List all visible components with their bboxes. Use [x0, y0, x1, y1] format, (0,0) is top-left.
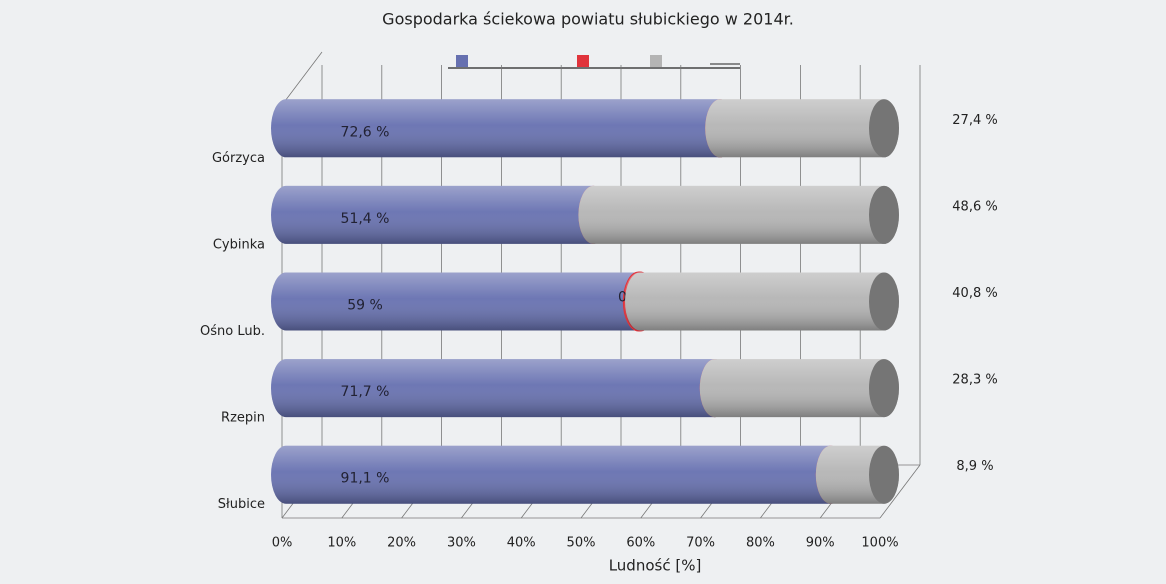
bar-cap — [869, 445, 899, 504]
legend-swatch — [577, 55, 589, 67]
bar-segment — [815, 445, 899, 504]
y-tick-label: Słubice — [218, 497, 265, 512]
bar-segment — [578, 185, 899, 244]
data-label: 72,6 % — [341, 124, 390, 140]
x-tick-label: 90% — [806, 536, 835, 551]
bar-cap-shade — [869, 359, 899, 418]
data-label: 27,4 % — [952, 113, 997, 128]
x-tick-label: 10% — [327, 536, 356, 551]
x-tick-label: 60% — [626, 536, 655, 551]
bar-cap — [869, 185, 899, 244]
legend-swatch — [456, 55, 468, 67]
bar-segment — [705, 99, 900, 158]
bar-segment — [271, 99, 736, 158]
grid-line — [879, 464, 921, 519]
data-label: 8,9 % — [956, 459, 993, 474]
bar-cap-shade — [869, 185, 899, 244]
y-tick-label: Górzyca — [212, 151, 265, 166]
bar-cap-shade — [869, 99, 899, 158]
x-tick-label: 70% — [686, 536, 715, 551]
bar-cap — [869, 272, 899, 331]
bar-segment — [625, 272, 900, 331]
data-label: 28,3 % — [952, 373, 997, 388]
x-axis-label: Ludność [%] — [609, 557, 702, 575]
x-tick-label: 40% — [507, 536, 536, 551]
bar-shade — [271, 272, 654, 331]
data-label: 40,8 % — [952, 286, 997, 301]
bar-segment — [271, 185, 609, 244]
bar-segment — [699, 359, 900, 418]
bar-cap — [869, 99, 899, 158]
data-label: 59 % — [347, 298, 383, 314]
x-tick-label: 20% — [387, 536, 416, 551]
y-tick-label: Rzepin — [221, 411, 265, 426]
x-tick-label: 0% — [272, 536, 293, 551]
data-label: 51,4 % — [341, 211, 390, 227]
bar-shade — [271, 99, 736, 158]
bar-cap — [869, 359, 899, 418]
bar-segment — [271, 445, 846, 504]
bar-cap-shade — [869, 272, 899, 331]
x-tick-label: 50% — [567, 536, 596, 551]
bar-shade — [705, 99, 900, 158]
x-tick-label: 30% — [447, 536, 476, 551]
data-label: 48,6 % — [952, 199, 997, 214]
bar-shade — [271, 185, 609, 244]
bar-shade — [625, 272, 900, 331]
x-tick-label: 80% — [746, 536, 775, 551]
axis-line — [281, 51, 323, 106]
data-label: 71,7 % — [341, 384, 390, 400]
y-tick-label: Cybinka — [213, 237, 265, 252]
legend-swatch — [650, 55, 662, 67]
bar-shade — [578, 185, 899, 244]
bar-cap-shade — [869, 445, 899, 504]
chart-title: Gospodarka ściekowa powiatu słubickiego … — [382, 10, 794, 29]
bar-shade — [271, 445, 846, 504]
data-label: 91,1 % — [341, 471, 390, 487]
x-tick-label: 100% — [861, 536, 898, 551]
y-tick-label: Ośno Lub. — [200, 324, 265, 339]
bar-segment — [271, 272, 654, 331]
bar-segment — [271, 359, 730, 418]
bar-shade — [699, 359, 900, 418]
bar-shade — [271, 359, 730, 418]
